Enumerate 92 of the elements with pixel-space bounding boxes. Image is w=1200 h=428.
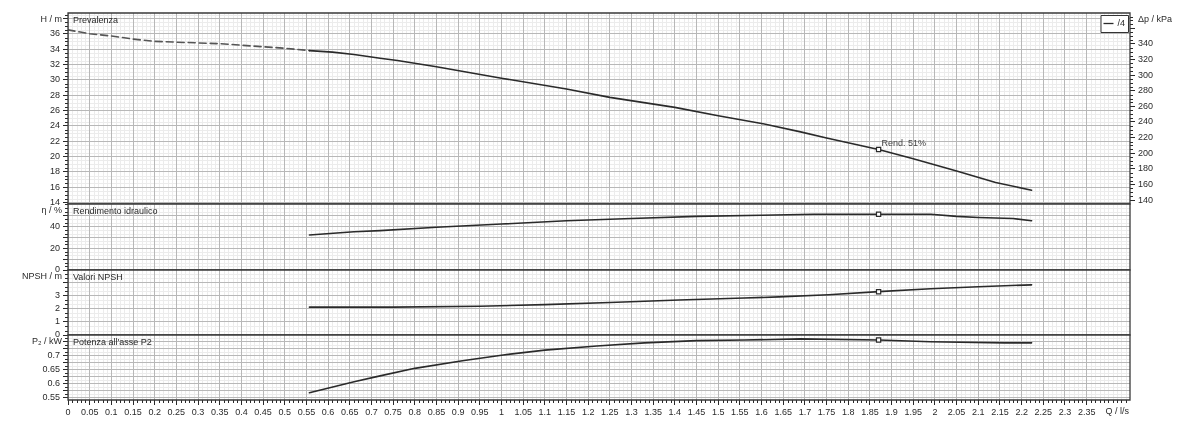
x-tick-label: 0.65	[340, 406, 359, 417]
y-tick-label: 18	[49, 166, 60, 177]
x-tick-label: 0.7	[365, 406, 378, 417]
chart-title: Potenza all'asse P2	[73, 337, 152, 348]
x-tick-label: 2	[932, 406, 938, 417]
x-tick-label: 2.05	[947, 406, 966, 417]
y-tick-label: 16	[49, 181, 60, 192]
y2-tick-label: 200	[1138, 147, 1154, 158]
y-tick-label: 0.7	[47, 350, 60, 361]
x-tick-label: 2.35	[1077, 406, 1096, 417]
y-axis-title: H / m	[40, 14, 62, 25]
y-tick-label: 0.55	[42, 392, 60, 403]
y-tick-label: 32	[49, 58, 60, 69]
y2-tick-label: 160	[1138, 178, 1154, 189]
y-tick-label: 34	[49, 43, 60, 54]
y2-tick-label: 300	[1138, 69, 1154, 80]
x-tick-label: 1.5	[711, 406, 725, 417]
annotation: Rend. 51%	[881, 137, 927, 148]
y2-tick-label: 340	[1138, 38, 1154, 49]
x-tick-label: 1.7	[798, 406, 812, 417]
y-axis-title: P₂ / kW	[32, 336, 63, 347]
x-tick-label: 1.15	[557, 406, 576, 417]
x-tick-label: 1.95	[904, 406, 923, 417]
x-tick-label: 2.2	[1015, 406, 1028, 417]
x-tick-label: 0.05	[80, 406, 99, 417]
y-tick-label: 28	[49, 89, 60, 100]
x-tick-label: 0.8	[408, 406, 422, 417]
chart-title: Prevalenza	[73, 15, 119, 26]
x-tick-label: 1.8	[841, 406, 855, 417]
x-tick-label: 1.85	[861, 406, 879, 417]
x-tick-label: 1.3	[625, 406, 638, 417]
x-tick-label: 0.9	[451, 406, 465, 417]
y-tick-label: 3	[54, 290, 60, 301]
y2-tick-label: 320	[1138, 53, 1154, 64]
y2-axis-title: Δp / kPa	[1138, 14, 1173, 25]
y-tick-label: 0.6	[47, 378, 60, 389]
x-tick-label: 1.45	[687, 406, 706, 417]
x-tick-label: 0.1	[105, 406, 118, 417]
x-tick-label: 1.55	[731, 406, 749, 417]
x-tick-label: 0.6	[321, 406, 335, 417]
x-axis-title: Q / l/s	[1105, 405, 1130, 416]
y2-tick-label: 220	[1138, 132, 1154, 143]
y2-tick-label: 280	[1138, 85, 1154, 96]
x-tick-label: 0.2	[148, 406, 161, 417]
y-tick-label: 20	[49, 150, 60, 161]
x-tick-label: 1.2	[581, 406, 595, 417]
y-tick-label: 0.65	[42, 364, 60, 375]
y-axis-title: η / %	[41, 205, 62, 216]
y-tick-label: 22	[49, 135, 60, 146]
x-tick-label: 1.75	[817, 406, 836, 417]
x-tick-label: 0.25	[167, 406, 186, 417]
x-tick-label: 1.35	[644, 406, 662, 417]
x-tick-label: 1.25	[601, 406, 619, 417]
x-tick-label: 1	[498, 406, 504, 417]
y-tick-label: 20	[49, 242, 60, 253]
y-tick-label: 40	[49, 220, 60, 231]
y2-tick-label: 140	[1138, 194, 1154, 205]
y2-tick-label: 180	[1138, 163, 1154, 174]
x-tick-label: 0.4	[235, 406, 248, 417]
x-tick-label: 2.25	[1034, 406, 1053, 417]
x-tick-label: 0	[65, 406, 71, 417]
y-tick-label: 26	[49, 104, 60, 115]
x-tick-label: 1.6	[755, 406, 768, 417]
x-tick-label: 0.55	[297, 406, 316, 417]
x-tick-label: 1.65	[774, 406, 792, 417]
y2-tick-label: 240	[1138, 116, 1154, 127]
x-tick-label: 0.75	[384, 406, 402, 417]
x-tick-label: 1.1	[538, 406, 552, 417]
x-tick-label: 0.95	[471, 406, 489, 417]
x-tick-label: 0.85	[427, 406, 446, 417]
x-tick-label: 0.15	[124, 406, 142, 417]
y-tick-label: 24	[49, 120, 60, 131]
y-tick-label: 2	[54, 303, 60, 314]
x-tick-label: 0.35	[210, 406, 229, 417]
x-tick-label: 1.05	[514, 406, 532, 417]
x-tick-label: 0.3	[191, 406, 205, 417]
x-tick-label: 2.1	[972, 406, 985, 417]
y-tick-label: 36	[49, 28, 60, 39]
y2-tick-label: 260	[1138, 100, 1154, 111]
y-tick-label: 14	[49, 196, 60, 207]
chart-title: Valori NPSH	[73, 272, 123, 283]
x-tick-label: 0.5	[278, 406, 291, 417]
chart-title: Rendimento idraulico	[73, 206, 158, 217]
x-tick-label: 0.45	[254, 406, 272, 417]
y-tick-label: 30	[49, 74, 60, 85]
x-tick-label: 2.3	[1058, 406, 1072, 417]
legend-label: /4	[1117, 17, 1126, 28]
x-tick-label: 1.9	[885, 406, 898, 417]
line-series	[68, 29, 311, 52]
x-tick-label: 1.4	[668, 406, 682, 417]
x-tick-label: 2.15	[991, 406, 1009, 417]
y-tick-label: 1	[54, 316, 60, 327]
